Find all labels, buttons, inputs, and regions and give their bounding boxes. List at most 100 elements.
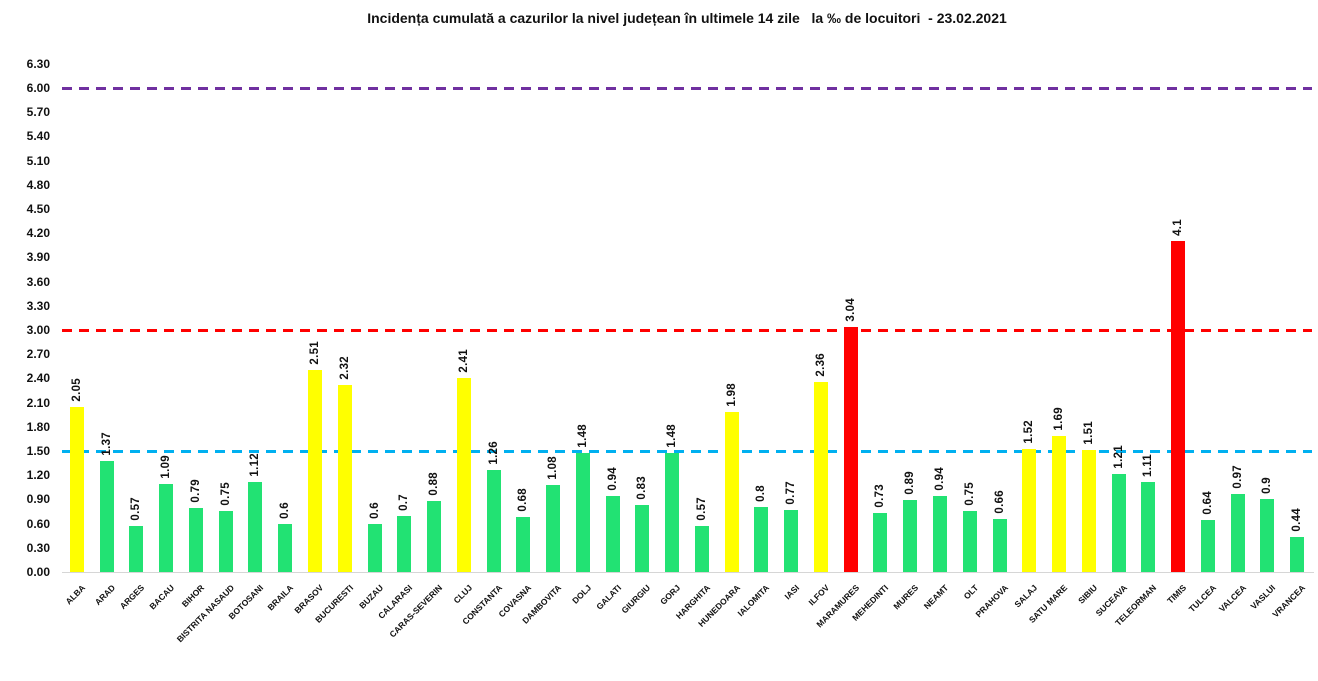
bar-gorj — [665, 453, 680, 572]
bar-iasi — [784, 510, 799, 572]
bar-value-label: 4.1 — [1172, 219, 1185, 236]
bar-value-label: 1.21 — [1112, 445, 1125, 469]
bar-timis — [1171, 241, 1186, 572]
x-axis-line — [62, 572, 1314, 573]
bar-value-label: 0.88 — [428, 472, 441, 496]
bar-cluj — [456, 378, 471, 572]
bar-braila — [278, 524, 293, 572]
y-axis-tick: 4.20 — [26, 226, 50, 241]
bar-value-label: 1.48 — [576, 424, 589, 448]
bar-value-label: 0.94 — [606, 467, 619, 491]
reference-line-6 — [62, 86, 1312, 90]
bar-value-label: 0.7 — [398, 494, 411, 511]
y-axis-tick: 5.40 — [26, 129, 50, 144]
bar-value-label: 0.57 — [130, 497, 143, 521]
bar-bacau — [159, 484, 174, 572]
y-axis-tick: 3.00 — [26, 323, 50, 337]
chart-title: Incidența cumulată a cazurilor la nivel … — [367, 10, 1007, 26]
bar-value-label: 0.79 — [189, 479, 202, 503]
y-axis-tick: 0.00 — [26, 565, 50, 579]
bar-arad — [99, 461, 114, 572]
y-axis-tick: 2.70 — [26, 347, 50, 362]
bar-value-label: 1.69 — [1053, 407, 1066, 431]
y-axis-tick: 0.90 — [26, 492, 50, 507]
bar-brasov — [307, 370, 322, 572]
bar-value-label: 1.98 — [725, 383, 738, 407]
bar-calarasi — [397, 516, 412, 572]
bar-valcea — [1230, 494, 1245, 572]
y-axis-tick: 2.10 — [26, 395, 50, 410]
bar-value-label: 0.75 — [219, 482, 232, 506]
bar-giurgiu — [635, 505, 650, 572]
bar-prahova — [992, 519, 1007, 572]
bar-ialomita — [754, 507, 769, 572]
bar-vrancea — [1290, 537, 1305, 572]
y-axis-tick: 2.40 — [26, 371, 50, 386]
bar-value-label: 2.51 — [308, 341, 321, 365]
bar-buzau — [367, 524, 382, 572]
bar-value-label: 0.68 — [517, 488, 530, 512]
bar-value-label: 0.89 — [904, 471, 917, 495]
bar-value-label: 2.41 — [457, 349, 470, 373]
bar-value-label: 3.04 — [844, 298, 857, 322]
bar-value-label: 0.6 — [279, 502, 292, 519]
bar-salaj — [1022, 449, 1037, 572]
bar-neamt — [932, 496, 947, 572]
bar-mures — [903, 500, 918, 572]
bar-bistrita-nasaud — [218, 511, 233, 572]
y-axis-tick: 6.00 — [26, 81, 50, 95]
bar-value-label: 1.12 — [249, 453, 262, 477]
bar-value-label: 0.94 — [933, 467, 946, 491]
bar-satu-mare — [1052, 436, 1067, 572]
bar-bihor — [188, 508, 203, 572]
bar-value-label: 0.64 — [1201, 491, 1214, 515]
bar-value-label: 2.32 — [338, 356, 351, 380]
y-axis-tick: 1.20 — [26, 468, 50, 483]
bar-sibiu — [1081, 450, 1096, 572]
bar-hunedoara — [724, 412, 739, 572]
y-axis-tick: 0.30 — [26, 540, 50, 555]
bar-tulcea — [1200, 520, 1215, 572]
bar-value-label: 1.08 — [547, 456, 560, 480]
y-axis-tick: 0.60 — [26, 516, 50, 531]
bar-vaslui — [1260, 499, 1275, 572]
y-axis-tick: 3.60 — [26, 274, 50, 289]
bar-value-label: 1.09 — [160, 455, 173, 479]
bar-harghita — [694, 526, 709, 572]
bar-value-label: 0.83 — [636, 476, 649, 500]
bar-galati — [605, 496, 620, 572]
bar-value-label: 1.11 — [1142, 454, 1155, 477]
bar-olt — [962, 511, 977, 572]
bar-value-label: 0.9 — [1261, 477, 1274, 494]
bar-teleorman — [1141, 482, 1156, 572]
y-axis-tick: 3.90 — [26, 250, 50, 265]
bar-suceava — [1111, 474, 1126, 572]
bar-bucuresti — [337, 385, 352, 572]
y-axis-tick: 4.80 — [26, 177, 50, 192]
bar-value-label: 0.77 — [785, 481, 798, 505]
y-axis-tick: 1.80 — [26, 419, 50, 434]
bar-dambovita — [546, 485, 561, 572]
bar-value-label: 1.51 — [1082, 421, 1095, 445]
bar-covasna — [516, 517, 531, 572]
bar-maramures — [843, 327, 858, 572]
bar-value-label: 0.66 — [993, 490, 1006, 514]
bar-value-label: 2.36 — [814, 353, 827, 377]
bar-value-label: 1.37 — [100, 432, 113, 456]
bar-value-label: 1.26 — [487, 441, 500, 465]
bar-value-label: 0.8 — [755, 485, 768, 502]
bar-ilfov — [813, 382, 828, 572]
bar-dolj — [575, 453, 590, 572]
y-axis-tick: 5.70 — [26, 105, 50, 120]
y-axis-tick: 5.10 — [26, 153, 50, 168]
bar-value-label: 0.6 — [368, 502, 381, 519]
bar-botosani — [248, 482, 263, 572]
y-axis-tick: 3.30 — [26, 298, 50, 313]
reference-line-3 — [62, 328, 1312, 332]
bar-arges — [129, 526, 144, 572]
y-axis-tick: 6.30 — [26, 56, 50, 71]
bar-value-label: 0.73 — [874, 484, 887, 508]
reference-line-1.5 — [62, 449, 1312, 453]
y-axis-tick: 4.50 — [26, 202, 50, 216]
